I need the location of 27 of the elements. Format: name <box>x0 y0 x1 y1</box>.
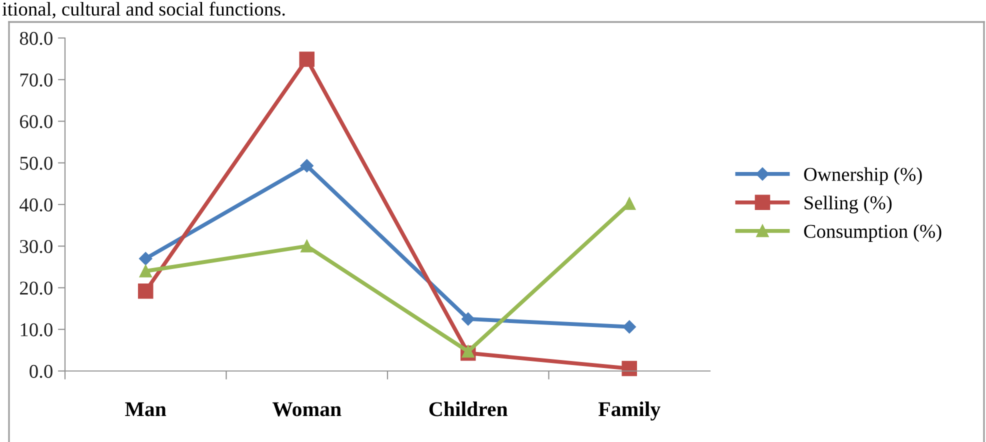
y-tick-label: 30.0 <box>20 240 52 254</box>
x-tick-label: Family <box>598 402 660 421</box>
point <box>462 345 474 358</box>
x-tick-label: Woman <box>272 402 342 416</box>
point <box>139 252 152 266</box>
point <box>300 159 314 172</box>
x-tick-label: Children <box>429 402 508 416</box>
text: itional, cultural and social functions. <box>2 2 285 18</box>
point <box>622 320 636 334</box>
point <box>139 264 152 278</box>
y-tick-label: 80.0 <box>20 32 52 46</box>
y-tick-label: 60.0 <box>20 115 52 128</box>
y-tick-label: 20.0 <box>20 282 52 295</box>
x-tick-label: Man <box>125 402 166 416</box>
legend-label: Consumption (%) <box>804 224 942 242</box>
legend-label: Selling (%) <box>804 196 892 214</box>
y-tick-label: 10.0 <box>20 323 52 336</box>
point <box>300 240 314 252</box>
y-tick-label: 50.0 <box>20 156 52 170</box>
point <box>622 360 638 376</box>
point <box>462 312 475 326</box>
legend-label: Ownership (%) <box>804 167 922 185</box>
y-tick-label: 0.0 <box>30 364 52 378</box>
y-tick-label: 40.0 <box>20 198 52 212</box>
point <box>138 283 154 299</box>
y-tick-label: 70.0 <box>20 73 52 87</box>
point <box>299 52 315 67</box>
